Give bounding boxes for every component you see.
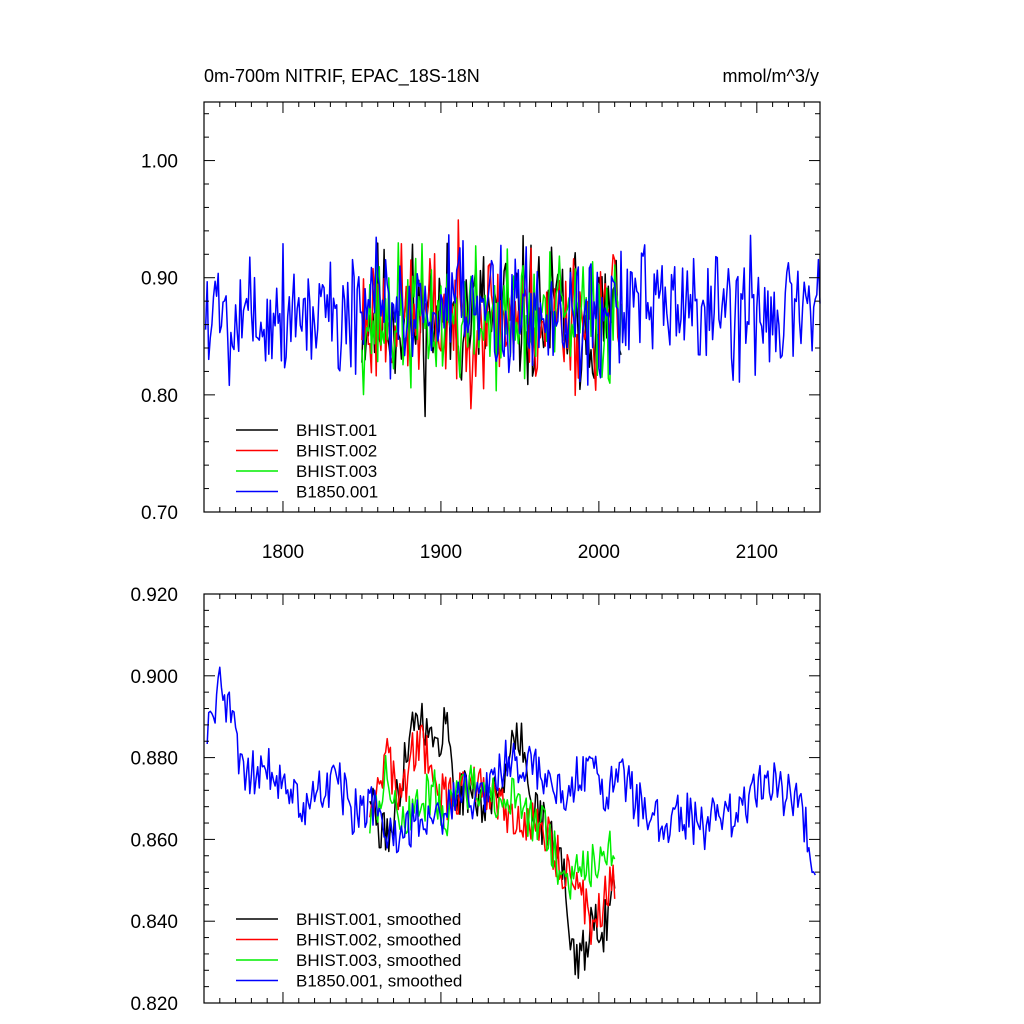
y-tick-label: 0.70 <box>141 503 178 524</box>
y-tick-label: 0.80 <box>141 386 178 407</box>
y-tick-label: 0.880 <box>130 749 178 770</box>
top-panel-raw: 1800 1900 2000 2100 0.70 0.80 0.90 1.00 BHIST.00… <box>141 101 821 563</box>
legend-label: B1850.001, smoothed <box>296 972 462 991</box>
legend-label: BHIST.003 <box>296 462 377 481</box>
legend-label: BHIST.001 <box>296 421 377 440</box>
x-tick-label: 1800 <box>262 542 304 563</box>
series-line-b1850-001-smoothed <box>206 666 816 876</box>
legend-label: BHIST.001, smoothed <box>296 910 461 929</box>
y-tick-label: 0.820 <box>130 994 178 1015</box>
y-tick-label: 0.900 <box>130 667 178 688</box>
x-tick-label: 1900 <box>420 542 462 563</box>
legend-label: BHIST.002, smoothed <box>296 931 461 950</box>
series-line-bhist-003-smoothed <box>369 754 616 900</box>
y-tick-label: 1.00 <box>141 152 178 173</box>
plot-frame <box>203 101 821 513</box>
x-tick-label: 2100 <box>736 542 778 563</box>
series-line-b1850-001 <box>204 234 821 387</box>
chart-title: 0m-700m NITRIF, EPAC_18S-18N <box>204 66 480 87</box>
legend-label: BHIST.003, smoothed <box>296 951 461 970</box>
y-tick-label: 0.920 <box>130 585 178 606</box>
plot-frame <box>203 593 821 1004</box>
y-tick-label: 0.840 <box>130 912 178 933</box>
y-tick-label: 0.860 <box>130 830 178 851</box>
legend-label: BHIST.002 <box>296 442 377 461</box>
bottom-panel-smoothed: 0.820 0.840 0.860 0.880 0.900 0.920 BHIST.001,… <box>130 585 821 1015</box>
legend-label: B1850.001 <box>296 483 378 502</box>
y-tick-label: 0.90 <box>141 269 178 290</box>
x-tick-label: 2000 <box>578 542 620 563</box>
series-line-bhist-002 <box>361 219 622 410</box>
chart-units: mmol/m^3/y <box>723 66 819 86</box>
